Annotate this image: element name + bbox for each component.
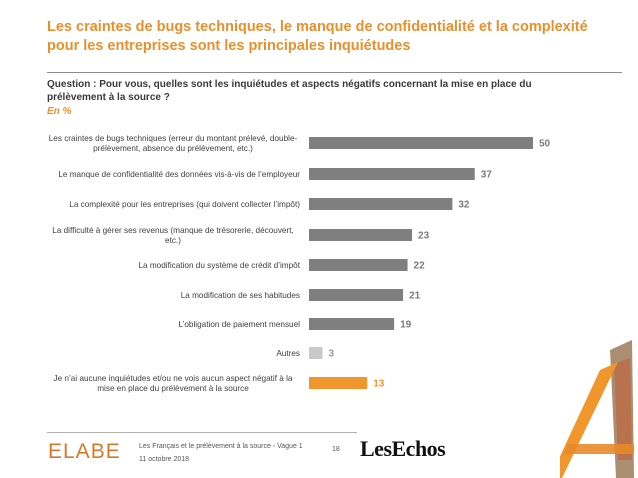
bar-8: [309, 347, 323, 359]
value-label-9: 13: [373, 379, 385, 390]
lesechos-logo: LesEchos: [360, 436, 446, 461]
footer-date: 11 octobre 2018: [139, 456, 190, 463]
value-label-7: 19: [400, 320, 412, 331]
category-label-2: Le manque de confidentialité des données…: [58, 170, 300, 179]
page-number: 18: [332, 446, 340, 453]
value-label-8: 3: [328, 349, 334, 360]
decorative-a-shape: [560, 340, 634, 478]
bar-2: [309, 168, 475, 180]
value-label-3: 32: [458, 200, 470, 211]
bar-7: [309, 318, 395, 330]
value-label-6: 21: [409, 291, 421, 302]
bar-6: [309, 289, 404, 301]
bar-9: [309, 377, 368, 389]
value-label-5: 22: [414, 261, 426, 272]
category-label-8: Autres: [276, 349, 300, 358]
category-label-6: La modification de ses habitudes: [181, 291, 300, 300]
value-label-1: 50: [539, 139, 551, 150]
bar-5: [309, 259, 408, 271]
bar-3: [309, 198, 453, 210]
footer-divider: [47, 432, 357, 433]
category-label-1: Les craintes de bugs techniques (erreur …: [49, 134, 298, 153]
value-label-2: 37: [481, 170, 493, 181]
category-label-5: La modification du système de crédit d’i…: [138, 261, 300, 270]
category-label-4: La difficulté à gérer ses revenus (manqu…: [52, 226, 294, 245]
bar-1: [309, 137, 533, 149]
unit-label: En %: [47, 106, 72, 117]
page-title: Les craintes de bugs techniques, le manq…: [47, 19, 588, 54]
category-label-7: L’obligation de paiement mensuel: [178, 320, 300, 329]
footer-source: Les Français et le prélèvement à la sour…: [139, 443, 303, 450]
value-label-4: 23: [418, 231, 430, 242]
elabe-logo: ELABE: [48, 440, 121, 463]
bar-4: [309, 229, 413, 241]
survey-question: Question : Pour vous, quelles sont les i…: [47, 79, 532, 103]
title-divider: [47, 72, 622, 73]
category-label-9: Je n’ai aucune inquiétudes et/ou ne vois…: [54, 374, 293, 393]
category-label-3: La complexité pour les entreprises (qui …: [69, 200, 300, 209]
